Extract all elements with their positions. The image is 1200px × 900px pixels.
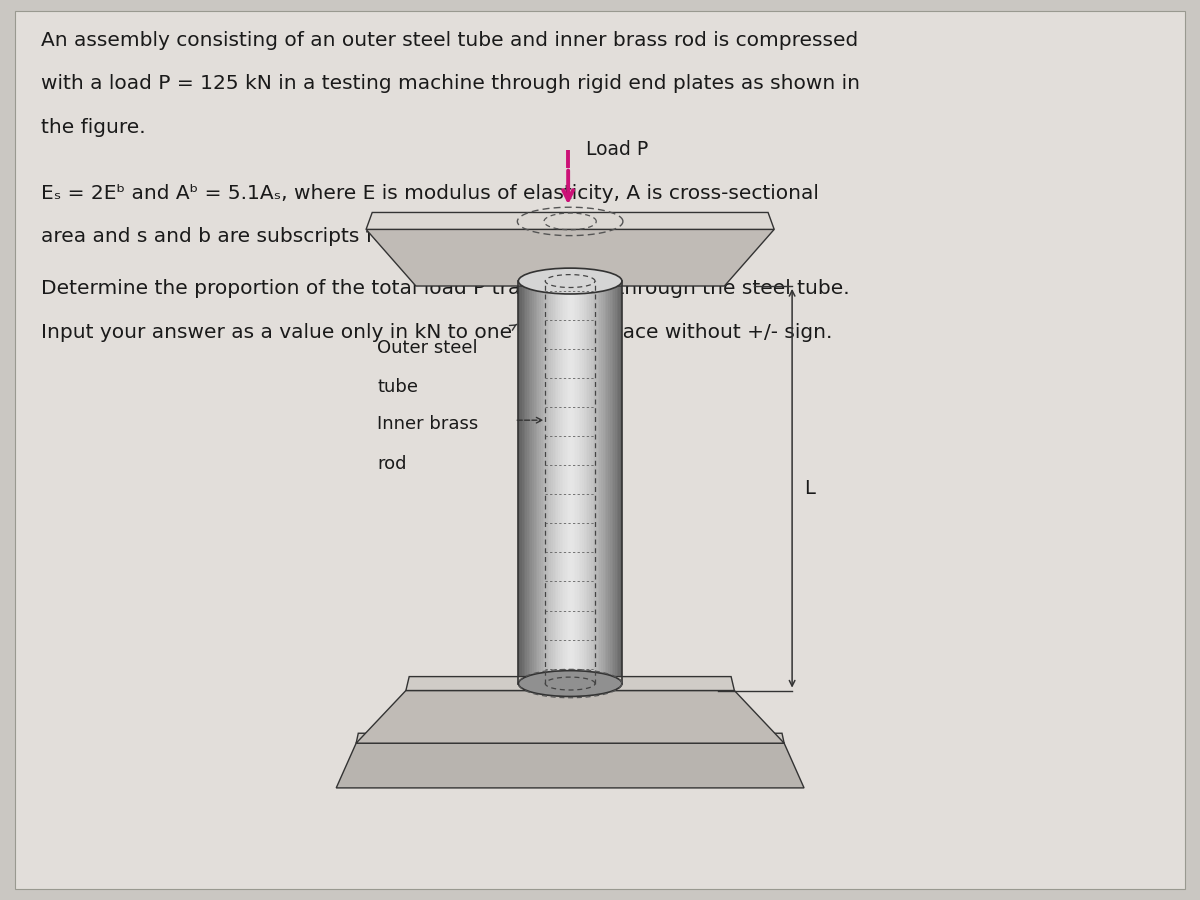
Bar bbox=[577, 281, 578, 683]
Bar bbox=[535, 281, 538, 683]
Bar bbox=[518, 281, 520, 683]
Text: Eₛ = 2Eᵇ and Aᵇ = 5.1Aₛ, where E is modulus of elasticity, A is cross-sectional: Eₛ = 2Eᵇ and Aᵇ = 5.1Aₛ, where E is modu… bbox=[41, 184, 818, 202]
Bar bbox=[523, 281, 526, 683]
Bar bbox=[542, 281, 545, 683]
Bar bbox=[605, 281, 606, 683]
Bar bbox=[614, 281, 617, 683]
Bar bbox=[596, 281, 598, 683]
Bar bbox=[593, 281, 594, 683]
Bar bbox=[590, 281, 593, 683]
Bar bbox=[532, 281, 534, 683]
Polygon shape bbox=[406, 677, 734, 690]
Bar bbox=[522, 281, 523, 683]
Bar bbox=[620, 281, 622, 683]
Bar bbox=[587, 281, 589, 683]
Bar bbox=[618, 281, 620, 683]
Bar bbox=[575, 281, 577, 683]
Bar bbox=[553, 281, 554, 683]
Bar bbox=[600, 281, 601, 683]
Ellipse shape bbox=[518, 670, 622, 697]
Bar bbox=[547, 281, 550, 683]
Bar bbox=[608, 281, 610, 683]
Polygon shape bbox=[366, 212, 774, 230]
Bar bbox=[558, 281, 559, 683]
Bar bbox=[572, 281, 574, 683]
Text: rod: rod bbox=[377, 455, 407, 473]
Text: An assembly consisting of an outer steel tube and inner brass rod is compressed: An assembly consisting of an outer steel… bbox=[41, 31, 858, 50]
Polygon shape bbox=[356, 734, 784, 743]
Bar bbox=[582, 281, 584, 683]
Bar bbox=[554, 281, 557, 683]
Polygon shape bbox=[336, 743, 804, 788]
Bar bbox=[613, 281, 614, 683]
Bar bbox=[574, 281, 575, 683]
Polygon shape bbox=[366, 230, 774, 286]
Bar bbox=[586, 281, 587, 683]
Text: L: L bbox=[804, 479, 815, 498]
Bar bbox=[601, 281, 602, 683]
Bar bbox=[530, 281, 532, 683]
Bar bbox=[534, 281, 535, 683]
Bar bbox=[551, 281, 553, 683]
Bar bbox=[602, 281, 605, 683]
Bar bbox=[539, 281, 541, 683]
Bar bbox=[589, 281, 590, 683]
Bar bbox=[557, 281, 558, 683]
Bar bbox=[546, 281, 547, 683]
Bar bbox=[584, 281, 586, 683]
Polygon shape bbox=[356, 690, 784, 743]
Ellipse shape bbox=[518, 268, 622, 294]
Bar bbox=[598, 281, 600, 683]
Bar bbox=[563, 281, 565, 683]
Bar bbox=[550, 281, 551, 683]
Bar bbox=[559, 281, 562, 683]
Text: Inner brass: Inner brass bbox=[377, 415, 479, 433]
Text: area and s and b are subscripts for steel and brass, respectively.: area and s and b are subscripts for stee… bbox=[41, 228, 692, 247]
Bar bbox=[562, 281, 563, 683]
Bar bbox=[520, 281, 522, 683]
Bar bbox=[594, 281, 596, 683]
Bar bbox=[569, 281, 570, 683]
Bar bbox=[581, 281, 582, 683]
Text: Outer steel: Outer steel bbox=[377, 338, 478, 356]
Text: Determine the proportion of the total load P transmitted through the steel tube.: Determine the proportion of the total lo… bbox=[41, 279, 850, 298]
Bar bbox=[565, 281, 566, 683]
Bar bbox=[612, 281, 613, 683]
Bar bbox=[570, 281, 572, 683]
Bar bbox=[578, 281, 581, 683]
Bar bbox=[545, 281, 546, 683]
Text: with a load P = 125 kN in a testing machine through rigid end plates as shown in: with a load P = 125 kN in a testing mach… bbox=[41, 75, 859, 94]
Text: the figure.: the figure. bbox=[41, 118, 145, 137]
Bar bbox=[538, 281, 539, 683]
Bar bbox=[617, 281, 618, 683]
Bar bbox=[541, 281, 542, 683]
Bar bbox=[529, 281, 530, 683]
Text: tube: tube bbox=[377, 378, 418, 396]
Text: Load P: Load P bbox=[586, 140, 648, 159]
Bar bbox=[606, 281, 608, 683]
Bar bbox=[610, 281, 612, 683]
Text: Input your answer as a value only in kN to one decimal place without +/- sign.: Input your answer as a value only in kN … bbox=[41, 323, 832, 342]
Bar bbox=[527, 281, 529, 683]
Bar bbox=[566, 281, 569, 683]
Bar bbox=[526, 281, 527, 683]
